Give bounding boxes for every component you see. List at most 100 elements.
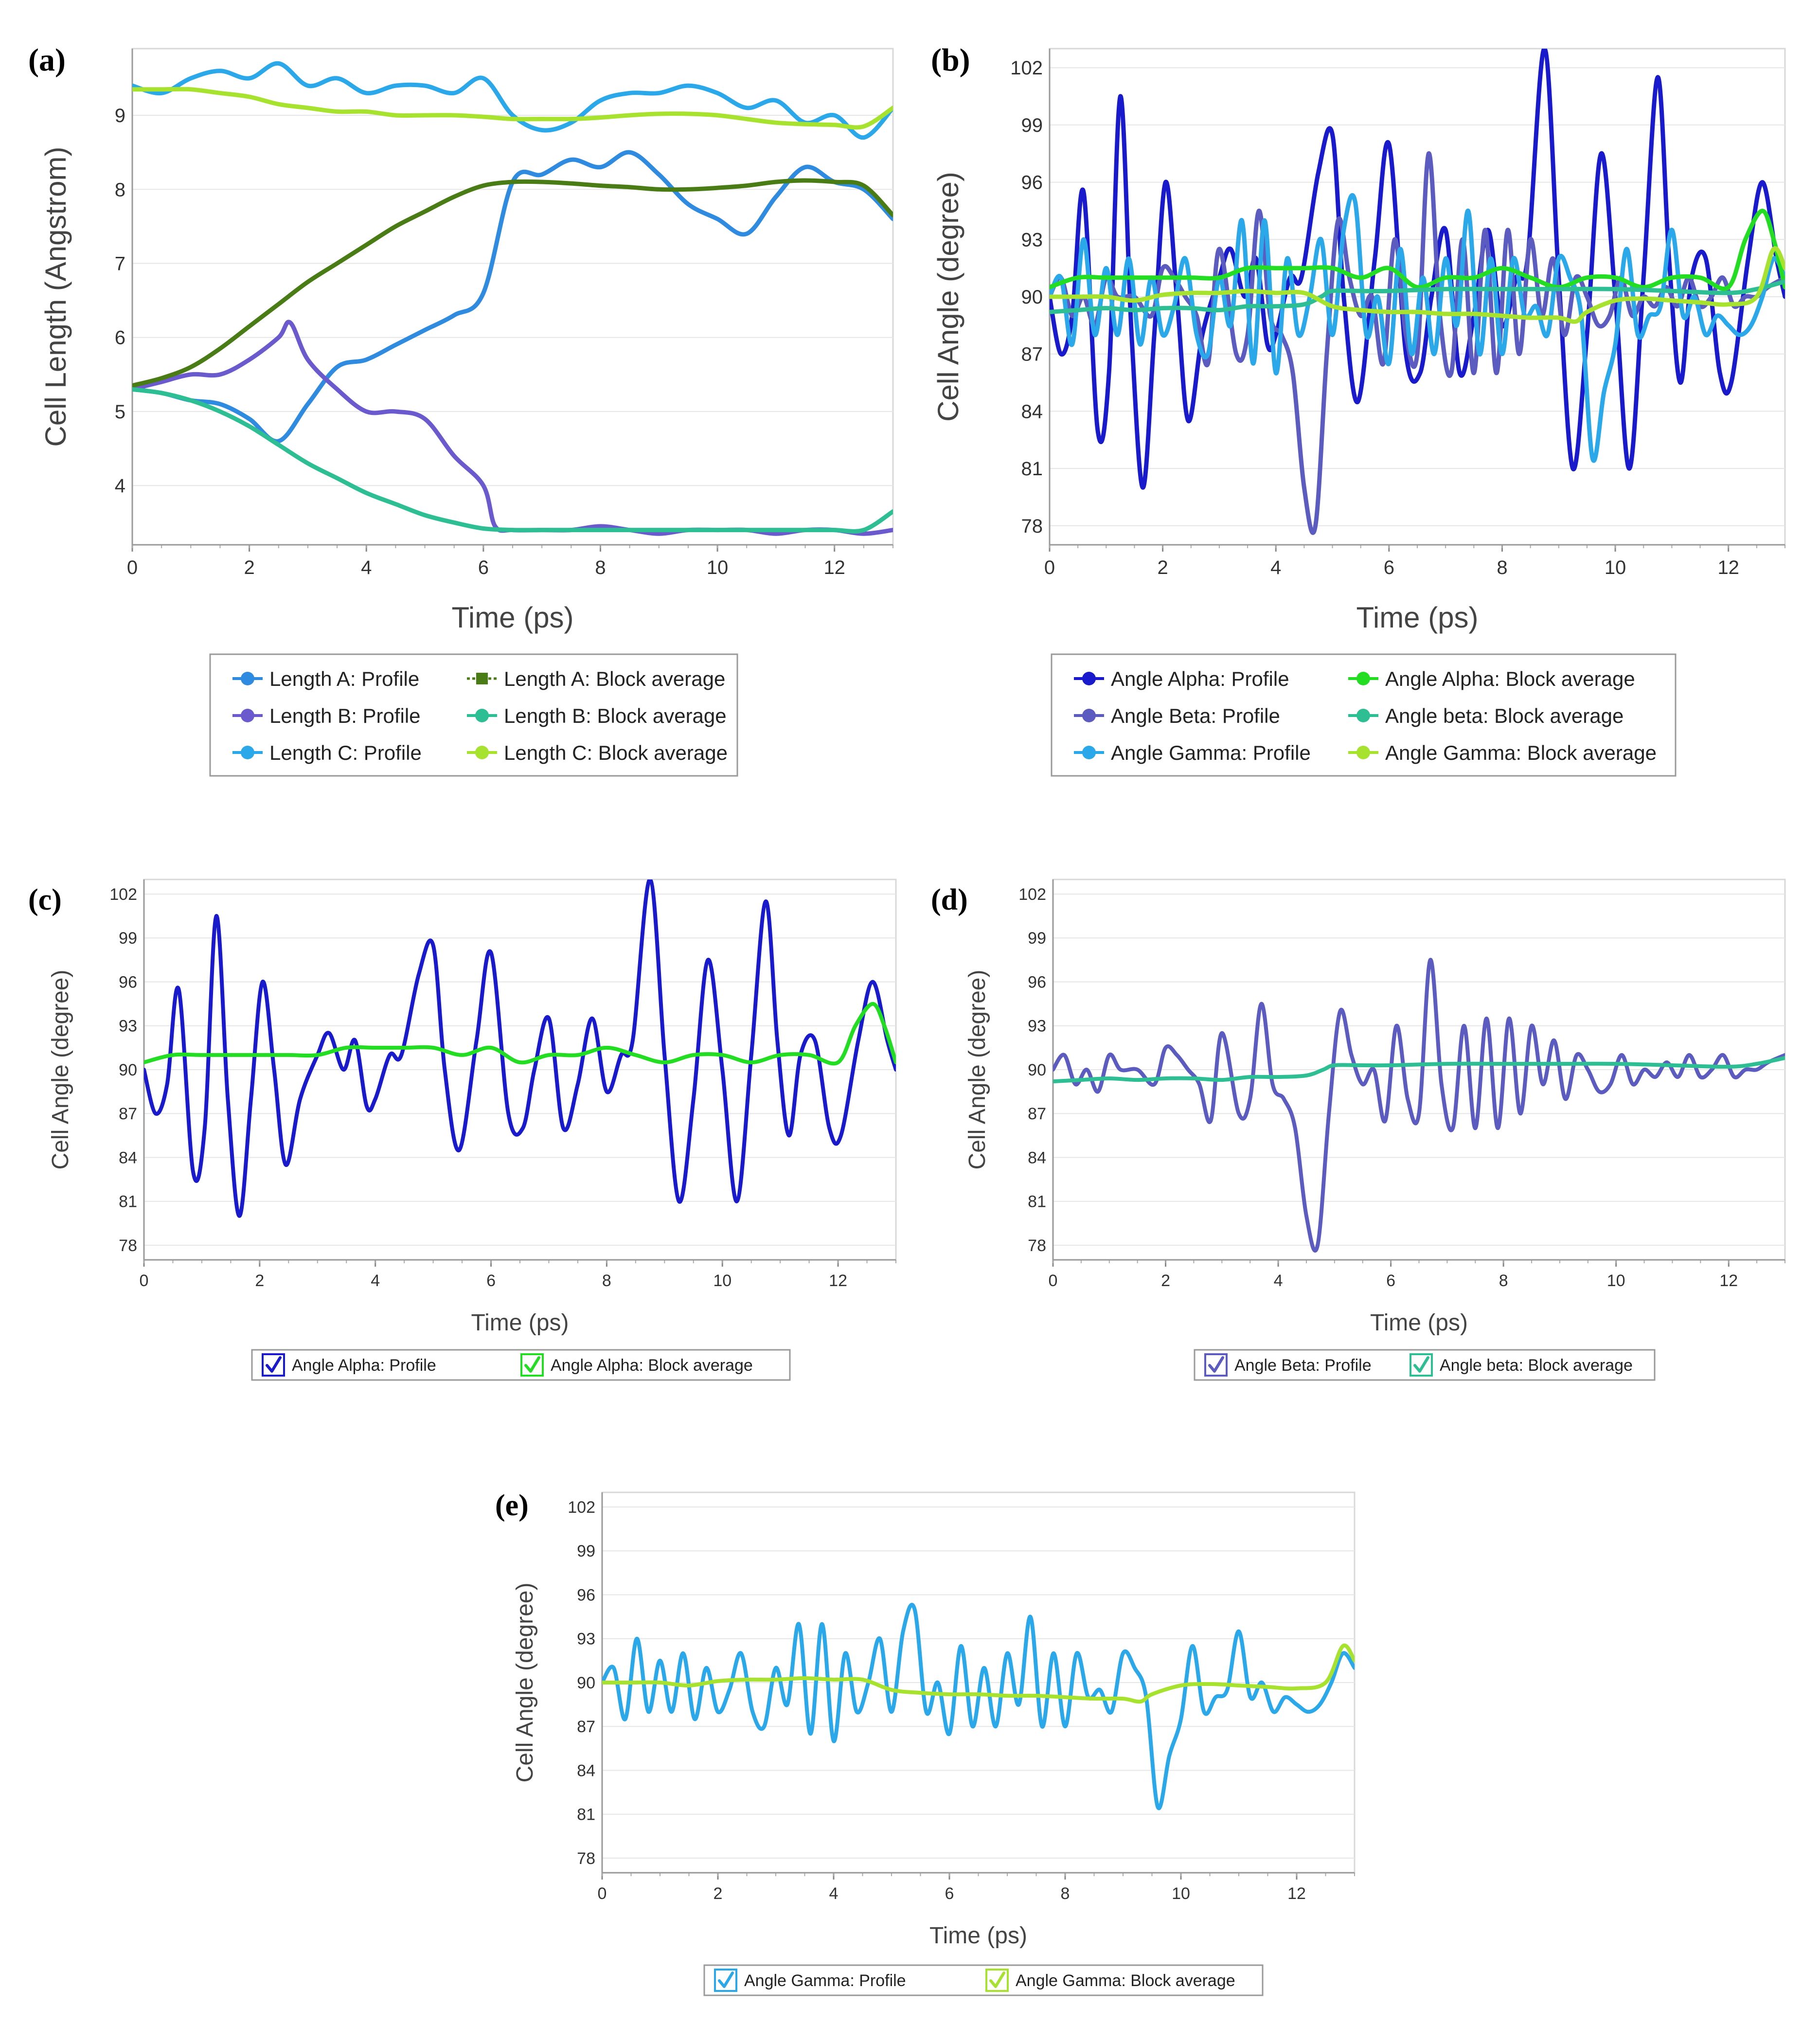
y-tick-label: 93	[1021, 229, 1043, 251]
x-tick-label: 10	[713, 1272, 732, 1290]
series-line-1	[144, 1002, 896, 1066]
series-line-4	[132, 387, 893, 534]
legend-checkbox[interactable]	[714, 1969, 737, 1992]
x-axis-title: Time (ps)	[471, 1310, 569, 1336]
y-tick-label: 93	[119, 1017, 137, 1036]
legend-checkbox[interactable]	[1204, 1353, 1228, 1377]
x-tick-label: 4	[1270, 557, 1281, 578]
legend-label: Angle beta: Block average	[1440, 1356, 1633, 1375]
y-tick-label: 84	[1021, 401, 1043, 422]
x-tick-label: 6	[1386, 1272, 1395, 1290]
y-tick-label: 96	[577, 1586, 595, 1604]
legend: Length A: Profile Length B: Profile Length…	[209, 653, 738, 777]
series-line-1	[602, 1643, 1355, 1704]
y-tick-label: 5	[115, 401, 125, 423]
y-tick-label: 93	[1028, 1017, 1046, 1036]
series-line-4	[1050, 279, 1785, 314]
y-tick-label: 4	[115, 475, 125, 497]
y-tick-label: 78	[577, 1849, 595, 1868]
x-tick-label: 6	[945, 1884, 954, 1903]
legend-checkbox[interactable]	[985, 1969, 1009, 1992]
y-tick-label: 78	[1028, 1237, 1046, 1255]
x-tick-label: 0	[1049, 1272, 1058, 1290]
y-tick-label: 8	[115, 179, 125, 200]
x-axis-title: Time (ps)	[1370, 1310, 1468, 1336]
y-axis-title: Cell Length (Angstrom)	[39, 147, 72, 447]
y-tick-label: 99	[577, 1542, 595, 1560]
legend-checkbox[interactable]	[1410, 1353, 1433, 1377]
y-tick-label: 78	[119, 1237, 137, 1255]
y-tick-label: 102	[1010, 57, 1043, 79]
x-tick-label: 4	[1274, 1272, 1283, 1290]
panel-label: (b)	[931, 42, 970, 78]
x-tick-label: 0	[127, 557, 138, 578]
legend-label: Angle beta: Block average	[1385, 704, 1624, 727]
series-line-3	[1050, 209, 1785, 291]
legend-label: Angle Alpha: Profile	[1111, 667, 1289, 690]
series-line-0	[1053, 958, 1785, 1253]
x-tick-label: 2	[1157, 557, 1168, 578]
legend-label: Length C: Block average	[504, 741, 728, 764]
x-tick-label: 12	[1287, 1884, 1306, 1903]
checkmark-icon	[266, 1356, 282, 1373]
y-tick-label: 87	[1028, 1105, 1046, 1123]
checkmark-icon	[718, 1971, 734, 1988]
panel-label: (d)	[931, 883, 968, 916]
x-tick-label: 2	[714, 1884, 723, 1903]
legend: Angle Beta: Profile Angle beta: Block ave…	[1194, 1349, 1656, 1381]
legend-label: Angle Gamma: Profile	[744, 1971, 906, 1990]
plot-area	[131, 48, 894, 546]
y-axis-title: Cell Angle (degree)	[932, 172, 964, 422]
x-tick-label: 2	[255, 1272, 264, 1290]
y-tick-label: 99	[1028, 929, 1046, 948]
x-tick-label: 12	[1719, 1272, 1738, 1290]
legend-marker	[1082, 746, 1096, 759]
series-line-0	[1050, 49, 1785, 490]
y-tick-label: 7	[115, 253, 125, 274]
x-tick-label: 4	[361, 557, 372, 578]
x-tick-label: 10	[1607, 1272, 1625, 1290]
x-tick-label: 0	[140, 1272, 149, 1290]
legend-label: Length C: Profile	[269, 741, 422, 764]
legend: Angle Alpha: Profile Angle Alpha: Block a…	[251, 1349, 791, 1381]
y-tick-label: 102	[109, 885, 137, 904]
y-tick-label: 96	[119, 973, 137, 991]
legend-marker	[1082, 709, 1096, 722]
y-tick-label: 81	[577, 1806, 595, 1824]
y-tick-label: 9	[115, 105, 125, 126]
y-axis-title: Cell Angle (degree)	[512, 1583, 538, 1783]
x-tick-label: 10	[1605, 557, 1626, 578]
legend: Angle Gamma: Profile Angle Gamma: Block a…	[703, 1964, 1264, 1996]
legend-label: Length A: Block average	[504, 667, 725, 690]
checkmark-icon	[989, 1971, 1005, 1988]
x-tick-label: 12	[1717, 557, 1739, 578]
x-tick-label: 8	[602, 1272, 611, 1290]
y-tick-label: 87	[1021, 344, 1043, 365]
y-tick-label: 90	[119, 1061, 137, 1079]
y-axis-title: Cell Angle (degree)	[964, 970, 990, 1170]
series-line-1	[1053, 1056, 1785, 1084]
legend-label: Angle Gamma: Block average	[1016, 1971, 1235, 1990]
legend-label: Angle Alpha: Profile	[292, 1356, 436, 1375]
x-tick-label: 4	[829, 1884, 839, 1903]
x-tick-label: 8	[595, 557, 606, 578]
legend-marker	[241, 709, 254, 722]
x-tick-label: 8	[1499, 1272, 1508, 1290]
y-tick-label: 81	[119, 1193, 137, 1211]
checkmark-icon	[1413, 1356, 1429, 1373]
legend-label: Angle Beta: Profile	[1111, 704, 1280, 727]
legend: Angle Alpha: Profile Angle Beta: Profile A…	[1051, 653, 1677, 777]
y-tick-label: 87	[577, 1718, 595, 1736]
legend-label: Angle Alpha: Block average	[551, 1356, 753, 1375]
legend-label: Angle Gamma: Block average	[1385, 741, 1657, 764]
legend-checkbox[interactable]	[520, 1353, 544, 1377]
legend-checkbox[interactable]	[262, 1353, 285, 1377]
x-tick-label: 4	[371, 1272, 380, 1290]
series-line-0	[602, 1603, 1355, 1810]
legend-label: Angle Alpha: Block average	[1385, 667, 1635, 690]
panel-label: (e)	[495, 1489, 529, 1522]
x-tick-label: 2	[1161, 1272, 1170, 1290]
legend-marker	[1356, 709, 1370, 722]
x-tick-label: 12	[829, 1272, 847, 1290]
